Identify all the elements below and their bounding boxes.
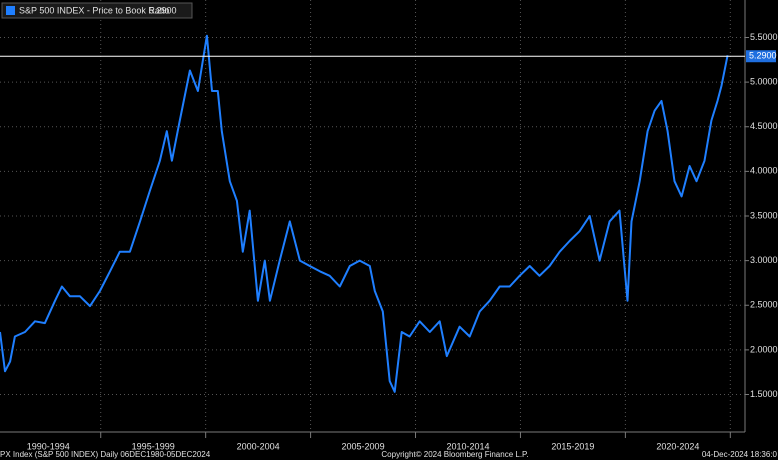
footer-center: Copyright© 2024 Bloomberg Finance L.P. [381,450,528,459]
plot [0,34,729,393]
legend-value: 5.2900 [149,5,177,15]
y-tick-label: 2.5000 [750,300,778,310]
last-value-label: 5.2900 [749,51,777,61]
y-tick-label: 4.5000 [750,121,778,131]
grid [0,0,745,432]
legend-box [1,2,193,19]
x-tick-label: 2015-2019 [551,441,594,451]
y-tick-label: 3.5000 [750,210,778,220]
legend-swatch [6,6,15,15]
y-tick-label: 1.5000 [750,389,778,399]
last-value-box [746,50,776,63]
y-tick-label: 5.0000 [750,76,778,86]
x-tick-label: 1995-1999 [132,441,175,451]
x-tick-label: 1990-1994 [27,441,70,451]
x-tick-label: 2005-2009 [342,441,385,451]
footer-right: 04-Dec-2024 18:36:0 [702,450,778,459]
x-tick-label: 2020-2024 [656,441,699,451]
legend-label: S&P 500 INDEX - Price to Book Ratio [19,5,169,15]
x-tick-label: 2000-2004 [237,441,280,451]
footer-left: PX Index (S&P 500 INDEX) Daily 06DEC1980… [0,450,211,459]
x-tick-label: 2010-2014 [446,441,489,451]
y-tick-label: 5.5000 [750,32,778,42]
y-tick-label: 2.0000 [750,344,778,354]
y-tick-label: 4.0000 [750,166,778,176]
y-tick-label: 3.0000 [750,255,778,265]
series-line [0,34,729,393]
